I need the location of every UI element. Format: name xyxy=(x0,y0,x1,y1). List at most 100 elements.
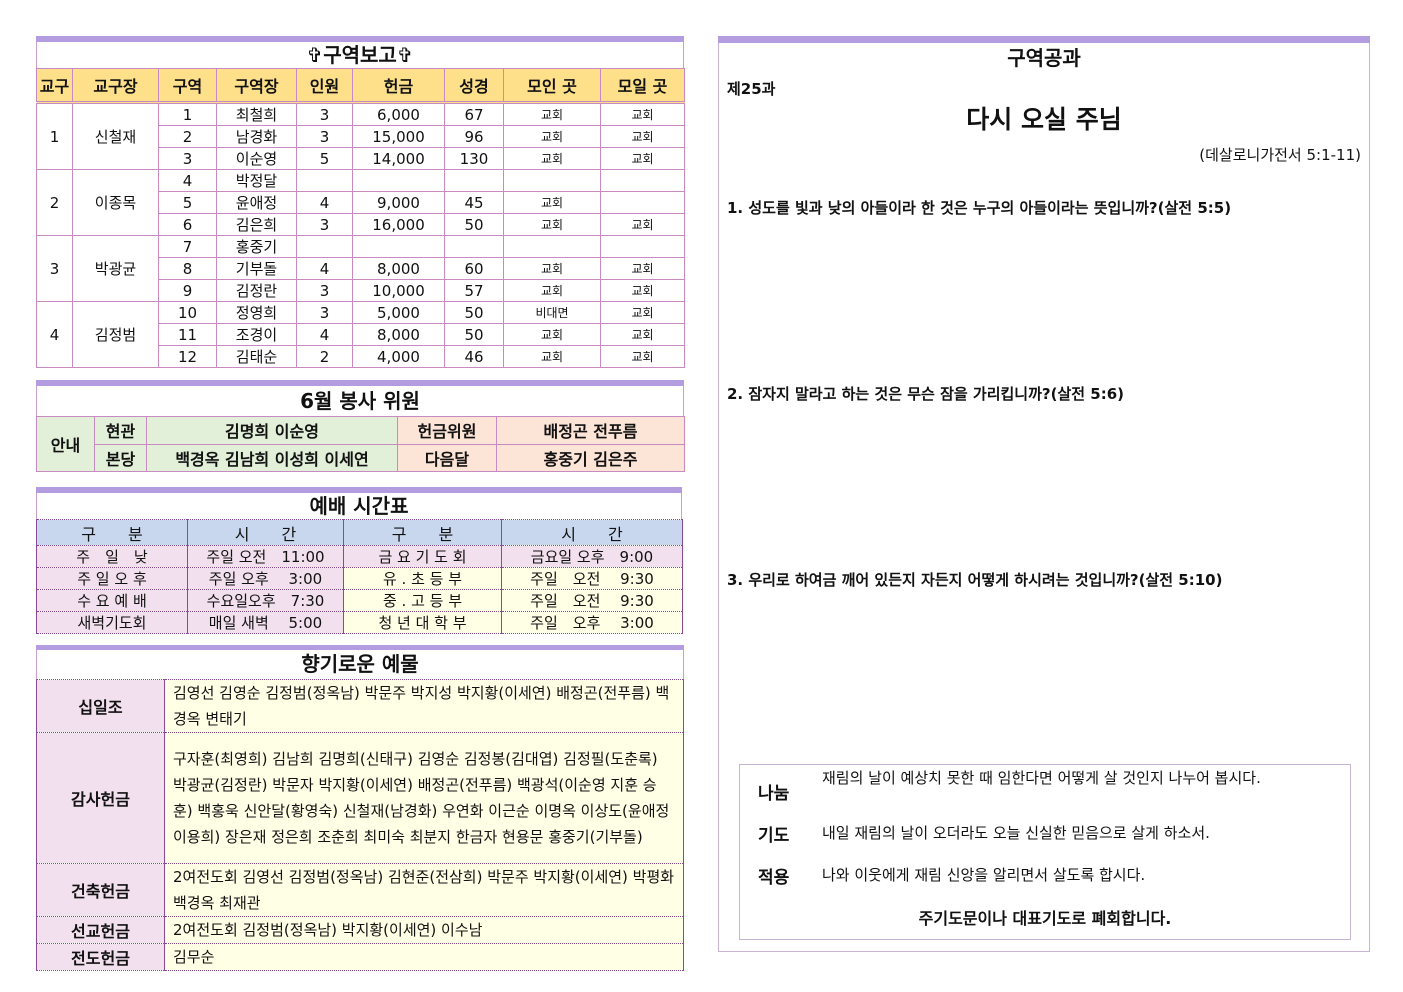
meet-place: 교회 xyxy=(600,323,685,346)
parish-leader: 신철재 xyxy=(72,102,159,170)
service-name: 유 . 초 등 부 xyxy=(343,567,502,590)
district: 8 xyxy=(158,257,217,280)
question-1: 1. 성도를 빛과 낮의 아들이라 한 것은 누구의 아들이라는 뜻입니까?(살… xyxy=(727,199,1232,217)
offering: 15,000 xyxy=(352,125,445,148)
section-title: 6월 봉사 위원 xyxy=(36,386,684,416)
sharing-label: 나눔 xyxy=(758,784,790,804)
district-leader: 윤애정 xyxy=(216,191,297,214)
attendance: 2 xyxy=(296,345,353,368)
district: 7 xyxy=(158,235,217,258)
report-table: 교구 교구장 구역 구역장 인원 헌금 성경 모인 곳 모일 곳 1 신철재 1 최철희 3 6,000 6… xyxy=(36,68,685,368)
offering-names: 구자훈(최영희) 김남희 김명희(신태구) 김영순 김정봉(김대엽) 김정필(도… xyxy=(164,732,684,864)
service-time: 수요일오후 7:30 xyxy=(187,589,344,612)
attendance xyxy=(296,169,353,192)
meet-place: 교회 xyxy=(600,345,685,368)
district-leader: 박정달 xyxy=(216,169,297,192)
district: 5 xyxy=(158,191,217,214)
table-row: 4 김정범 10 정영희 3 5,000 50 비대면 교회 xyxy=(36,301,685,368)
prayer-text: 내일 재림의 날이 오더라도 오늘 신실한 믿음으로 살게 하소서. xyxy=(822,824,1210,842)
meet-place: 교회 xyxy=(600,147,685,170)
lesson-subject: 다시 오실 주님 xyxy=(966,105,1122,134)
service-name: 중 . 고 등 부 xyxy=(343,589,502,612)
offering-names: 2여전도회 김정범(정옥남) 박지황(이세연) 이수남 xyxy=(164,916,684,944)
district-leader: 김은희 xyxy=(216,213,297,236)
section-bar xyxy=(36,645,684,650)
lesson-title: 구역공과 xyxy=(1007,46,1081,70)
offering-type: 선교헌금 xyxy=(36,916,165,944)
service-name: 청 년 대 학 부 xyxy=(343,611,502,634)
apply-text: 나와 이웃에게 재림 신앙을 알리면서 살도록 합시다. xyxy=(822,866,1146,884)
met-place: 교회 xyxy=(503,279,601,302)
met-place: 교회 xyxy=(503,102,601,126)
met-place: 교회 xyxy=(503,191,601,214)
service-time: 주일 오전 9:30 xyxy=(501,589,683,612)
meet-place xyxy=(600,169,685,192)
role-names: 홍중기 김은주 xyxy=(496,443,685,472)
column-header: 구역 xyxy=(158,68,217,104)
role: 다음달 xyxy=(397,443,497,472)
bible: 57 xyxy=(444,279,504,302)
section-title: ✞구역보고✞ xyxy=(36,42,684,68)
service-time: 주일 오후 3:00 xyxy=(501,611,683,634)
met-place: 교회 xyxy=(503,213,601,236)
section-bar xyxy=(36,487,682,493)
column-header: 교구 xyxy=(36,68,73,104)
question-3: 3. 우리로 하여금 깨어 있든지 자든지 어떻게 하시려는 것입니까?(살전 … xyxy=(727,571,1223,589)
column-header: 구 분 xyxy=(343,519,502,546)
met-place xyxy=(503,169,601,192)
offering: 16,000 xyxy=(352,213,445,236)
parish-leader: 이종목 xyxy=(72,169,159,236)
table-row: 3 이순영 5 14,000 130 교회 교회 xyxy=(37,147,685,170)
bible xyxy=(444,235,504,258)
lesson-number: 제25과 xyxy=(727,80,776,98)
table-row: 6 김은희 3 16,000 50 교회 교회 xyxy=(37,213,685,236)
bible: 130 xyxy=(444,147,504,170)
offerings-table: 십일조 김영선 김영순 김정범(정옥남) 박문주 박지성 박지황(이세연) 배정곤… xyxy=(36,679,684,971)
meet-place: 교회 xyxy=(600,102,685,126)
bible: 50 xyxy=(444,323,504,346)
section-bar xyxy=(718,36,1370,43)
parish: 3 xyxy=(36,235,73,302)
guide-label: 안내 xyxy=(36,416,95,472)
column-header: 모인 곳 xyxy=(503,68,601,104)
offering-type: 건축헌금 xyxy=(36,863,165,917)
offering: 5,000 xyxy=(352,301,445,324)
table-row: 2 이종목 4 박정달 xyxy=(36,169,685,236)
district-leader: 조경이 xyxy=(216,323,297,346)
service-name: 새벽기도회 xyxy=(36,611,188,634)
bible: 50 xyxy=(444,213,504,236)
bible: 50 xyxy=(444,301,504,324)
service-time: 주일 오후 3:00 xyxy=(187,567,344,590)
offering: 14,000 xyxy=(352,147,445,170)
attendance: 4 xyxy=(296,323,353,346)
district-leader: 이순영 xyxy=(216,147,297,170)
attendance: 3 xyxy=(296,279,353,302)
place: 현관 xyxy=(94,416,147,445)
column-header: 모일 곳 xyxy=(600,68,685,104)
district-report: ✞구역보고✞ 교구 교구장 구역 구역장 인원 헌금 성경 모인 곳 모일 곳 1 신철재 1 최철희… xyxy=(36,36,685,368)
table-row: 3 박광균 7 홍중기 xyxy=(36,235,685,302)
meet-place: 교회 xyxy=(600,257,685,280)
district-leader: 홍중기 xyxy=(216,235,297,258)
offering: 4,000 xyxy=(352,345,445,368)
sharing-text: 재림의 날이 예상치 못한 때 임한다면 어떻게 살 것인지 나누어 봅시다. xyxy=(822,769,1261,787)
district-leader: 정영희 xyxy=(216,301,297,324)
schedule-row: 주 일 오 후 주일 오후 3:00 유 . 초 등 부 주일 오전 9:30 xyxy=(36,567,683,590)
district: 12 xyxy=(158,345,217,368)
column-header: 인원 xyxy=(296,68,353,104)
offering-row: 건축헌금 2여전도회 김영선 김정범(정옥남) 김현준(전삼희) 박문주 박지황(… xyxy=(36,863,684,917)
offering-names: 김영선 김영순 김정범(정옥남) 박문주 박지성 박지황(이세연) 배정곤(전푸… xyxy=(164,679,684,733)
role-names: 배정곤 전푸름 xyxy=(496,416,685,445)
attendance: 3 xyxy=(296,301,353,324)
offering: 9,000 xyxy=(352,191,445,214)
closing-text: 주기도문이나 대표기도로 폐회합니다. xyxy=(918,909,1172,928)
offering-row: 감사헌금 구자훈(최영희) 김남희 김명희(신태구) 김영순 김정봉(김대엽) 김… xyxy=(36,732,684,864)
offering-names: 김무순 xyxy=(164,943,684,971)
meet-place: 교회 xyxy=(600,301,685,324)
bible xyxy=(444,169,504,192)
offering-row: 선교헌금 2여전도회 김정범(정옥남) 박지황(이세연) 이수남 xyxy=(36,916,684,944)
met-place: 교회 xyxy=(503,147,601,170)
volunteers-table: 안내 현관 김명희 이순영 헌금위원 배정곤 전푸름 본당 백경옥 김남희 이성… xyxy=(36,416,685,472)
met-place: 교회 xyxy=(503,345,601,368)
